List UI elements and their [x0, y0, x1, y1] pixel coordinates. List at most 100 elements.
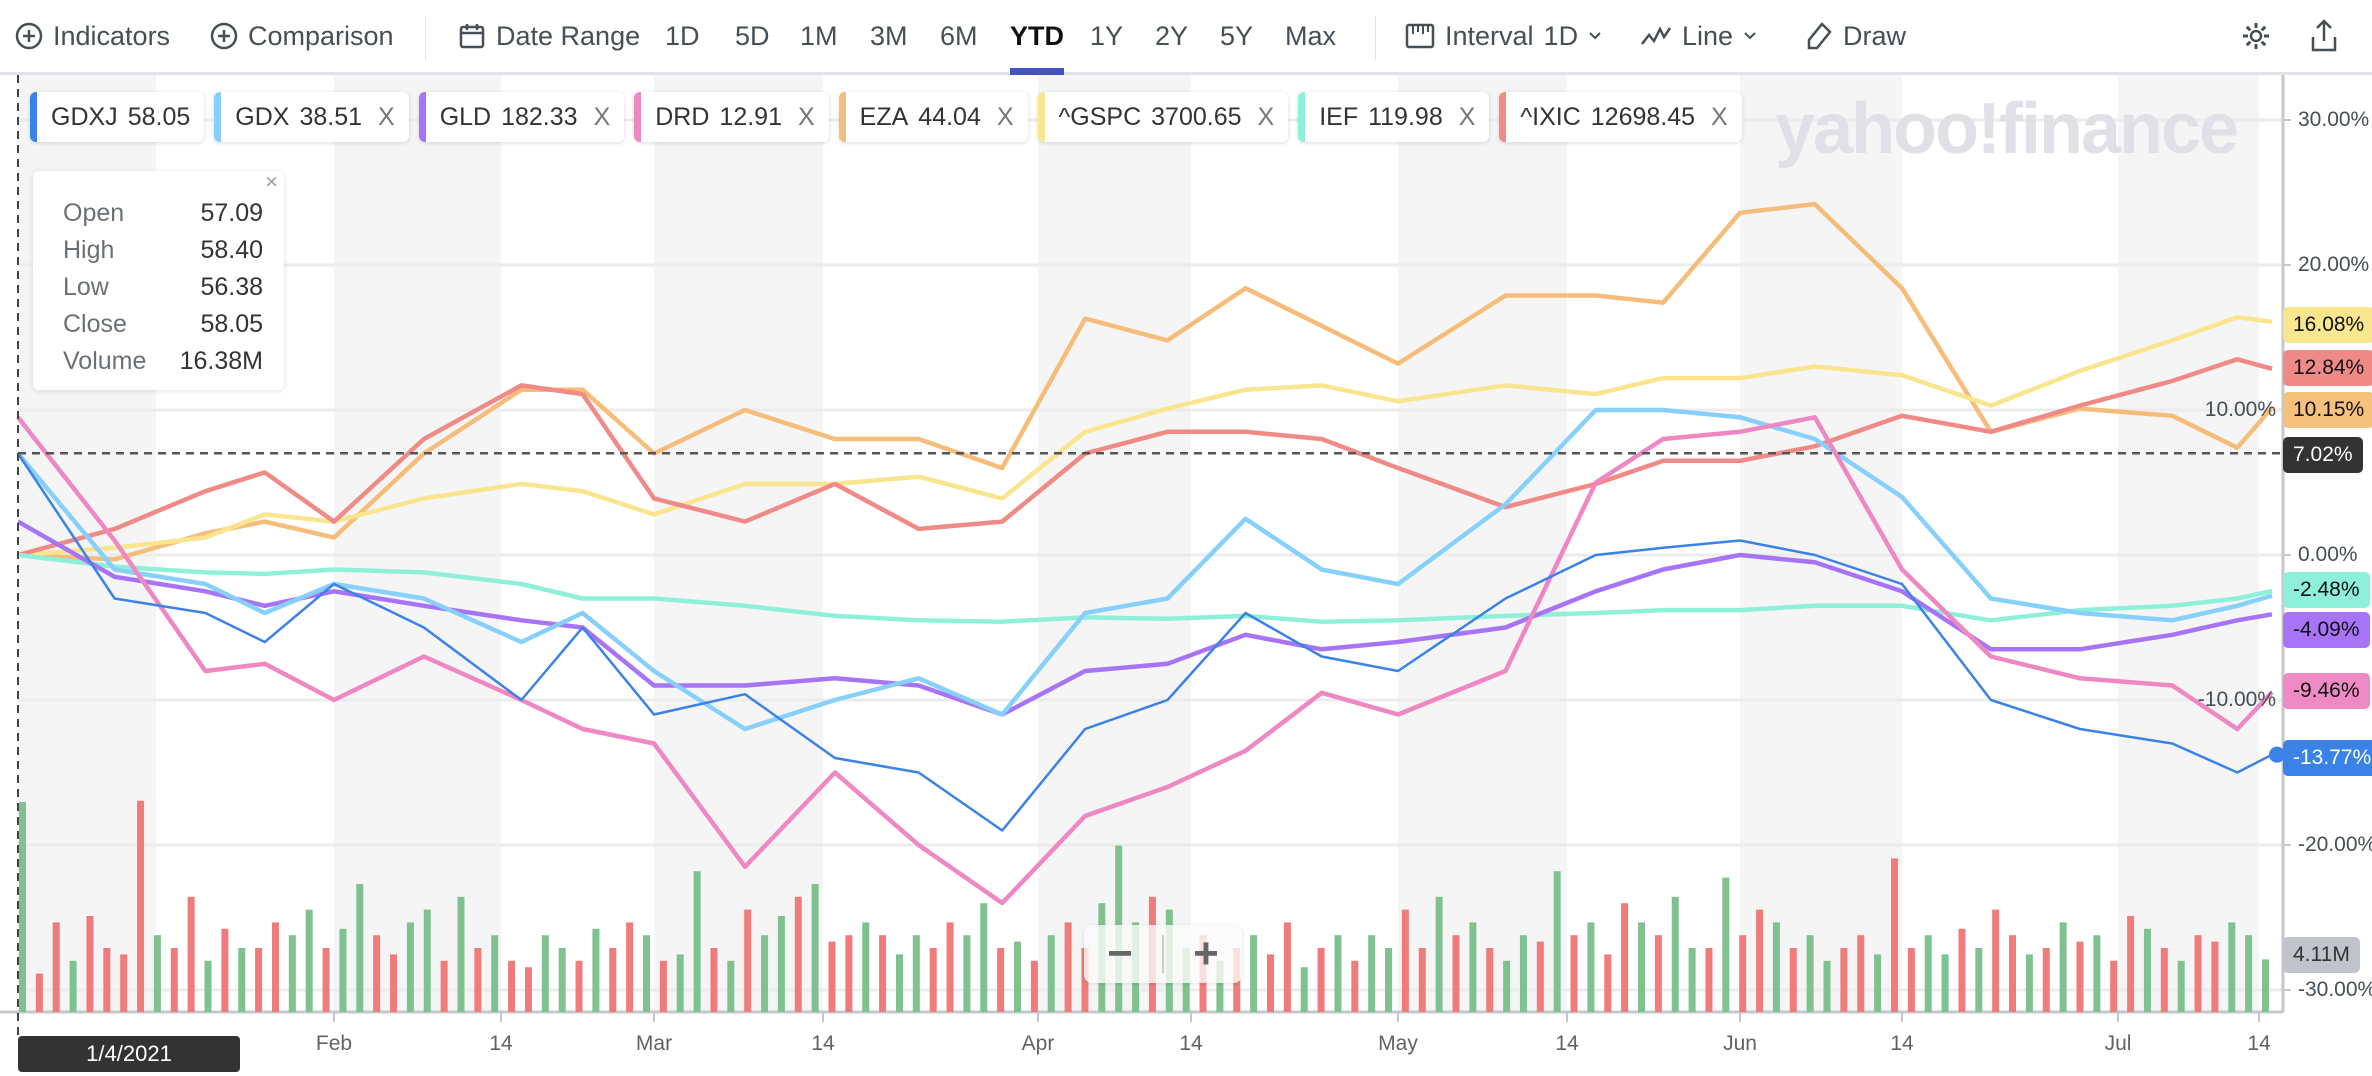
volume-bar — [1772, 922, 1780, 1012]
legend-chip-drd[interactable]: DRD 12.91 X — [634, 92, 829, 142]
volume-bar — [642, 935, 650, 1012]
volume-bar — [1047, 935, 1055, 1012]
zoom-controls: − + — [1084, 925, 1242, 983]
tooltip-label: Open — [63, 199, 125, 227]
chart-type-dropdown[interactable]: Line — [1640, 0, 1757, 72]
legend-chip-ief[interactable]: IEF 119.98 X — [1298, 92, 1490, 142]
interval-value: 1D — [1543, 20, 1579, 51]
range-1d[interactable]: 1D — [665, 20, 700, 51]
volume-bar — [659, 960, 667, 1012]
series-line-gdx[interactable] — [16, 407, 2273, 732]
volume-bar — [2143, 928, 2151, 1012]
zoom-out-button[interactable]: − — [1107, 929, 1133, 978]
range-6m[interactable]: 6M — [940, 20, 978, 51]
series-color-swatch — [634, 92, 642, 142]
range-3m[interactable]: 3M — [870, 20, 908, 51]
range-5d[interactable]: 5D — [735, 20, 770, 51]
volume-bar — [1014, 941, 1022, 1012]
legend-chip-eza[interactable]: EZA 44.04 X — [838, 92, 1028, 142]
volume-bar — [1216, 960, 1224, 1012]
legend-chip-ixic[interactable]: ^IXIC 12698.45 X — [1499, 92, 1742, 142]
draw-label: Draw — [1843, 20, 1907, 51]
volume-bar — [2177, 960, 2185, 1012]
series-line-ixic[interactable] — [17, 357, 2273, 558]
comparison-legend: GDXJ 58.05 GDX 38.51 X GLD 182.33 X DRD 12.91 X EZA… — [30, 92, 1742, 142]
volume-bar — [423, 909, 431, 1012]
series-color-swatch — [838, 92, 846, 142]
tooltip-label: Low — [63, 273, 109, 301]
legend-symbol: DRD — [655, 102, 710, 131]
series-color-swatch — [1037, 92, 1045, 142]
range-5y[interactable]: 5Y — [1220, 20, 1254, 51]
volume-bar — [794, 896, 802, 1012]
tooltip-close-icon[interactable]: × — [265, 169, 278, 194]
remove-series-icon[interactable]: X — [378, 102, 395, 131]
volume-bar — [238, 948, 246, 1012]
y-tick-label: -20.00% — [2298, 833, 2372, 856]
chevron-down-icon — [1589, 32, 1601, 40]
legend-price: 119.98 — [1368, 102, 1443, 131]
legend-symbol: ^GSPC — [1058, 102, 1142, 131]
comparison-button[interactable]: Comparison — [210, 0, 394, 72]
legend-chip-gdx[interactable]: GDX 38.51 X — [214, 92, 409, 142]
range-2y[interactable]: 2Y — [1155, 20, 1189, 51]
indicators-button[interactable]: Indicators — [15, 0, 170, 72]
volume-bar — [997, 948, 1005, 1012]
y-tick-label: 0.00% — [2298, 543, 2358, 566]
volume-bar — [1368, 935, 1376, 1012]
share-button[interactable] — [2310, 0, 2338, 72]
volume-bar — [1300, 967, 1308, 1012]
x-tick-label: Jul — [2104, 1032, 2132, 1055]
volume-bar — [356, 884, 364, 1012]
series-line-eza[interactable] — [17, 201, 2274, 562]
remove-series-icon[interactable]: X — [797, 102, 815, 131]
date-range-button[interactable]: Date Range — [458, 0, 640, 72]
interval-dropdown[interactable]: Interval 1D — [1405, 0, 1602, 72]
legend-chip-gdxj[interactable]: GDXJ 58.05 — [30, 92, 205, 142]
remove-series-icon[interactable]: X — [996, 102, 1014, 131]
remove-series-icon[interactable]: X — [593, 102, 611, 131]
series-line-gspc[interactable] — [17, 314, 2273, 558]
legend-price: 58.05 — [127, 102, 191, 131]
tooltip-label: High — [63, 236, 115, 264]
remove-series-icon[interactable]: X — [1458, 102, 1476, 131]
x-tick-label: 14 — [1555, 1032, 1579, 1055]
volume-bar — [491, 935, 499, 1012]
range-ytd[interactable]: YTD — [1010, 0, 1064, 75]
volume-bar — [558, 948, 566, 1012]
series-line-drd[interactable] — [16, 415, 2274, 906]
legend-chip-gspc[interactable]: ^GSPC 3700.65 X — [1037, 92, 1289, 142]
range-1m[interactable]: 1M — [800, 20, 838, 51]
settings-button[interactable] — [2240, 0, 2272, 72]
series-line-gld[interactable] — [16, 519, 2273, 717]
tooltip-value: 58.40 — [200, 236, 263, 264]
tooltip-row-close: Close 58.05 — [63, 310, 263, 339]
last-value-label-crosshair: 7.02% — [2283, 437, 2363, 473]
chart-toolbar: Indicators Comparison Date Range 1D 5D 1M 3… — [0, 0, 2372, 75]
draw-button[interactable]: Draw — [1805, 0, 1906, 72]
remove-series-icon[interactable]: X — [1257, 102, 1275, 131]
period-band — [1398, 75, 1567, 1012]
period-band — [654, 75, 823, 1012]
volume-bar — [1958, 928, 1966, 1012]
volume-bar — [1064, 922, 1072, 1012]
range-max[interactable]: Max — [1285, 20, 1337, 51]
volume-bar — [895, 954, 903, 1012]
volume-bar — [2245, 935, 2253, 1012]
volume-bar — [406, 922, 414, 1012]
remove-series-icon[interactable]: X — [1711, 102, 1728, 131]
volume-bar — [761, 935, 769, 1012]
volume-bar — [390, 954, 398, 1012]
volume-bar — [963, 935, 971, 1012]
volume-bar — [1941, 954, 1949, 1012]
period-band — [334, 75, 501, 1012]
date-range-label: Date Range — [496, 20, 641, 51]
series-line-gdxj[interactable] — [16, 452, 2273, 832]
range-1y[interactable]: 1Y — [1090, 20, 1124, 51]
volume-bar — [1418, 948, 1426, 1012]
volume-bar — [1975, 948, 1983, 1012]
legend-symbol: ^IXIC — [1520, 102, 1581, 131]
zoom-in-button[interactable]: + — [1193, 929, 1219, 978]
legend-chip-gld[interactable]: GLD 182.33 X — [418, 92, 625, 142]
